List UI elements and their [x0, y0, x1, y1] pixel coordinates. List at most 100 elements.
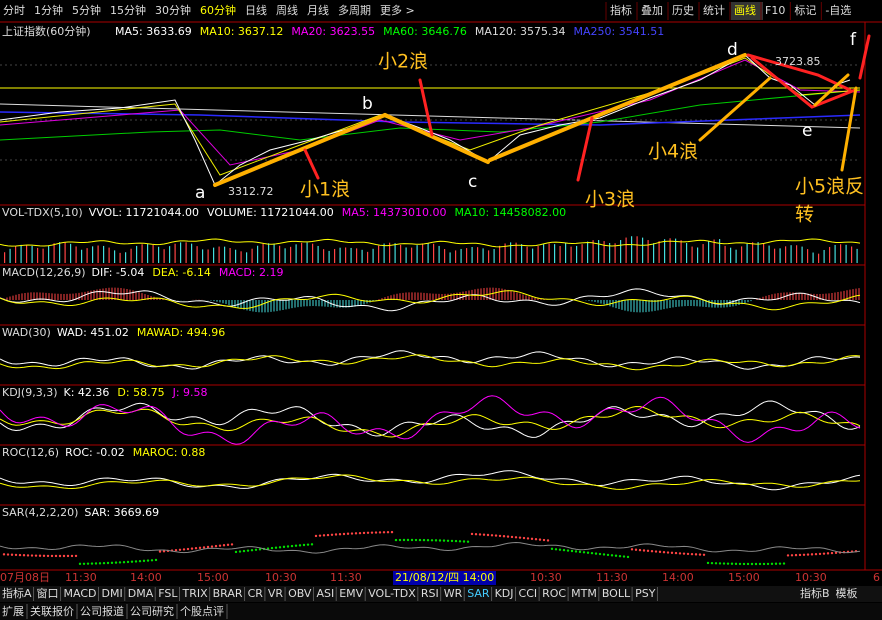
volume-bar: [273, 243, 275, 263]
volume-bar: [130, 248, 132, 263]
volume-bar: [499, 245, 501, 263]
volume-bar: [372, 248, 374, 263]
sar-dot: [670, 551, 674, 555]
panel-name: VOL-TDX(5,10): [2, 206, 83, 219]
sar-dot: [374, 531, 378, 534]
sar-dot: [438, 539, 442, 542]
volume-bar: [796, 245, 798, 263]
tool-tab[interactable]: 指标: [610, 3, 632, 17]
panel-value: K: 42.36: [64, 386, 110, 399]
sar-dot: [270, 546, 274, 550]
sar-dot: [342, 532, 346, 536]
period-tab[interactable]: 周线: [276, 3, 298, 17]
tool-tab[interactable]: 历史: [672, 4, 694, 17]
sar-dot: [14, 553, 18, 557]
volume-bar: [141, 244, 143, 263]
indicator-tab[interactable]: CR: [248, 587, 264, 600]
volume-bar: [411, 247, 413, 263]
volume-bar: [9, 248, 11, 263]
sar-dot: [254, 548, 258, 551]
period-tab[interactable]: 30分钟: [155, 3, 191, 17]
indicator-tab[interactable]: BOLL: [602, 587, 631, 600]
panel-value: DEA: -6.14: [152, 266, 210, 279]
volume-bar: [625, 237, 627, 263]
sar-dot: [498, 534, 502, 538]
volume-bar: [246, 252, 248, 263]
period-tab[interactable]: 1分钟: [34, 3, 63, 17]
tool-tab[interactable]: -自选: [825, 4, 851, 17]
wave-label: 小1浪: [300, 179, 350, 201]
period-tab[interactable]: 分时: [3, 4, 25, 17]
bottom-tab[interactable]: 公司报道: [80, 604, 124, 618]
volume-bar: [570, 246, 572, 263]
tool-tab[interactable]: 标记: [794, 3, 816, 17]
volume-bar: [218, 246, 220, 263]
period-tab[interactable]: 月线: [307, 3, 329, 17]
bottom-tab[interactable]: 个股点评: [180, 605, 224, 618]
wave-label: 小4浪: [648, 141, 698, 163]
volume-bar: [240, 251, 242, 263]
period-tab[interactable]: 60分钟: [200, 3, 236, 17]
indicator-tab[interactable]: RSI: [421, 587, 439, 600]
volume-bar: [389, 242, 391, 263]
indicator-tab[interactable]: ASI: [316, 587, 334, 600]
indicator-tab[interactable]: KDJ: [495, 587, 514, 600]
sar-dot: [70, 554, 74, 558]
volume-bar: [125, 252, 127, 263]
indicator-tab[interactable]: TRIX: [181, 587, 208, 600]
sar-dot: [782, 562, 786, 565]
sar-dot: [158, 550, 162, 553]
panel-value: MACD: 2.19: [219, 266, 284, 279]
volume-bar: [708, 241, 710, 263]
period-tab[interactable]: 更多 >: [380, 3, 415, 17]
bottom-tab[interactable]: 公司研究: [130, 604, 174, 618]
indicator-tab[interactable]: 窗口: [37, 586, 59, 600]
panel-name: KDJ(9,3,3): [2, 386, 58, 399]
indicator-tab[interactable]: 指标B: [800, 586, 830, 600]
period-tab[interactable]: 15分钟: [110, 3, 146, 17]
sar-dot: [118, 561, 122, 564]
indicator-tab[interactable]: MTM: [571, 587, 597, 600]
sar-dot: [258, 548, 262, 551]
period-tab[interactable]: 日线: [245, 3, 267, 17]
volume-bar: [48, 245, 50, 263]
indicator-tab[interactable]: VOL-TDX: [368, 587, 416, 600]
indicator-tab[interactable]: 指标A: [2, 586, 32, 600]
tool-tab[interactable]: 叠加: [641, 4, 663, 17]
indicator-tab[interactable]: ROC: [542, 587, 566, 600]
indicator-tab[interactable]: DMA: [128, 587, 154, 600]
tool-tab[interactable]: 画线: [734, 3, 756, 17]
volume-bar: [405, 247, 407, 263]
sar-dot: [486, 533, 490, 537]
volume-bar: [603, 241, 605, 263]
volume-bar: [713, 239, 715, 263]
indicator-tab[interactable]: OBV: [288, 587, 312, 600]
tool-tab[interactable]: 统计: [703, 4, 725, 17]
arrow: [858, 34, 871, 80]
indicator-tab[interactable]: DMI: [102, 587, 123, 600]
indicator-tab[interactable]: PSY: [635, 587, 656, 600]
indicator-tab[interactable]: MACD: [64, 587, 97, 600]
period-tab[interactable]: 多周期: [338, 3, 371, 17]
bottom-tab[interactable]: 关联报价: [30, 604, 74, 618]
indicator-tab[interactable]: WR: [444, 587, 463, 600]
indicator-tab[interactable]: BRAR: [213, 587, 243, 600]
sar-dot: [6, 553, 10, 556]
volume-bar: [851, 246, 853, 263]
indicator-tab[interactable]: CCI: [519, 587, 538, 600]
sar-dot: [514, 536, 518, 539]
time-label: 14:00: [662, 571, 694, 584]
indicator-tab[interactable]: SAR: [467, 587, 490, 600]
indicator-tab[interactable]: 模板: [836, 586, 858, 600]
indicator-tab[interactable]: FSL: [158, 587, 178, 600]
bottom-tab[interactable]: 扩展: [2, 604, 24, 618]
period-tab[interactable]: 5分钟: [72, 3, 101, 17]
indicator-tab[interactable]: VR: [268, 587, 284, 600]
indicator-tab[interactable]: EMV: [339, 587, 363, 600]
volume-bar: [334, 248, 336, 263]
sar-dot: [718, 562, 722, 565]
time-label: 6: [873, 571, 880, 584]
ma-header: MA5: 3633.69 MA10: 3637.12 MA20: 3623.55 MA…: [115, 25, 664, 38]
tool-tab[interactable]: F10: [765, 4, 785, 17]
sar-dot: [734, 562, 738, 566]
